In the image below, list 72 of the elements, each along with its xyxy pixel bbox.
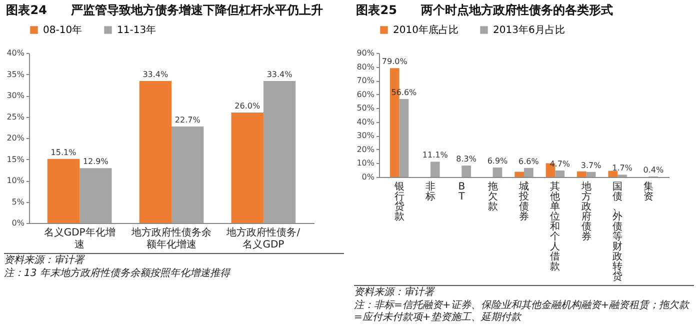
data-label: 11.1% bbox=[422, 150, 448, 160]
text: 注：非标=信托融资+证券、保险业和其他金融机构融资+融资租赁；拖欠款=应付未付款项+垫资施工、延期付款 bbox=[354, 299, 690, 324]
y-tick-label: 30% bbox=[356, 131, 375, 140]
bar bbox=[608, 170, 618, 177]
legend-label: 2010年底占比 bbox=[393, 24, 458, 36]
x-tick-label: BT bbox=[458, 182, 466, 202]
x-tick-label: 非标 bbox=[424, 180, 436, 202]
x-tick-label: 集资 bbox=[644, 180, 654, 202]
bar bbox=[139, 81, 172, 223]
data-label: 6.6% bbox=[518, 156, 540, 166]
y-tick-label: 40% bbox=[356, 117, 375, 126]
x-tick-label: 地方政府性债务/名义GDP bbox=[226, 226, 301, 250]
bar bbox=[514, 172, 524, 177]
x-tick-label: 城投债券 bbox=[518, 180, 529, 222]
x-tick-label: 银行贷款 bbox=[393, 182, 404, 222]
y-tick-label: 35% bbox=[6, 70, 25, 79]
y-tick-label: 90% bbox=[356, 48, 375, 58]
data-label: 1.7% bbox=[612, 164, 633, 173]
y-tick-label: 60% bbox=[356, 90, 375, 99]
data-label: 33.4% bbox=[142, 70, 169, 80]
category-label: 其他单位和个人借款 bbox=[550, 182, 560, 272]
bar bbox=[577, 171, 586, 177]
bar bbox=[430, 162, 440, 177]
chart-title: 图表25 两个时点地方政府性债务的各类形式 bbox=[356, 3, 613, 17]
text: 注：13 年末地方政府性债务余额按照年化增速推得 bbox=[4, 267, 232, 280]
data-label: 6.9% bbox=[487, 156, 508, 166]
y-tick-label: 10% bbox=[6, 176, 25, 185]
bar bbox=[47, 158, 80, 223]
y-tick-label: 50% bbox=[356, 104, 375, 113]
data-label: 15.1% bbox=[50, 148, 77, 157]
bar bbox=[492, 167, 502, 177]
bar bbox=[524, 168, 534, 177]
y-tick-label: 5% bbox=[12, 197, 25, 206]
legend-label: 2013年6月占比 bbox=[493, 24, 565, 36]
data-label: 26.0% bbox=[234, 102, 260, 110]
bar bbox=[462, 166, 471, 177]
data-label: 8.3% bbox=[456, 154, 477, 164]
y-tick-label: 10% bbox=[356, 158, 375, 168]
x-tick-label: 名义GDP年化增速 bbox=[44, 226, 116, 250]
legend-label: 08-10年 bbox=[43, 24, 82, 36]
y-tick-label: 15% bbox=[6, 154, 25, 164]
data-label: 12.9% bbox=[82, 157, 109, 166]
x-tick-label: 地方政府债券 bbox=[580, 180, 592, 242]
bar bbox=[555, 170, 565, 177]
chart-title: 图表24 严监管导致地方债务增速下降但杠杆水平仍上升 bbox=[6, 3, 323, 17]
data-label: 0.4% bbox=[643, 165, 664, 174]
bar bbox=[80, 168, 112, 223]
y-tick-label: 0% bbox=[362, 172, 375, 182]
text: 资料来源：审计署 bbox=[4, 253, 344, 267]
y-tick-label: 0% bbox=[12, 218, 25, 228]
y-tick-label: 30% bbox=[6, 91, 25, 100]
data-label: 3.7% bbox=[580, 160, 602, 170]
y-tick-label: 25% bbox=[6, 112, 25, 122]
data-label: 4.7% bbox=[550, 160, 570, 169]
data-label: 79.0% bbox=[382, 57, 408, 66]
y-tick-label: 80% bbox=[356, 62, 375, 72]
y-tick-label: 40% bbox=[6, 48, 25, 58]
data-label: 22.7% bbox=[174, 116, 201, 125]
y-tick-label: 20% bbox=[356, 144, 375, 154]
x-tick-label: 地方政府性债务余额年化增速 bbox=[130, 226, 212, 250]
text: 资料来源：审计署 bbox=[354, 285, 694, 299]
bar bbox=[172, 126, 204, 223]
bar bbox=[263, 81, 296, 223]
y-tick-label: 20% bbox=[6, 134, 25, 142]
data-label: 33.4% bbox=[266, 70, 293, 80]
x-tick-label: 拖欠款 bbox=[486, 180, 498, 212]
legend-label: 11-13年 bbox=[117, 24, 156, 36]
category-label: 国债、外债等财政转贷 bbox=[612, 182, 623, 282]
y-tick-label: 70% bbox=[356, 76, 375, 86]
bar bbox=[231, 112, 264, 223]
bar bbox=[586, 172, 596, 177]
bar bbox=[399, 99, 409, 177]
